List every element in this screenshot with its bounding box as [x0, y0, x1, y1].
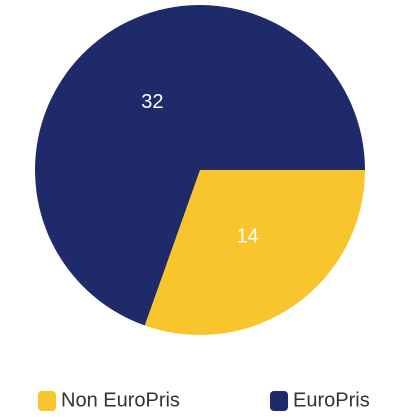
legend-swatch	[38, 391, 56, 411]
slice-label: 14	[236, 226, 258, 248]
legend-swatch	[270, 391, 288, 411]
pie-slice	[35, 4, 366, 326]
slice-label: 32	[141, 91, 163, 113]
pie-slice	[144, 170, 365, 335]
legend-label: EuroPris	[293, 389, 370, 411]
legend-label: Non EuroPris	[61, 389, 180, 411]
